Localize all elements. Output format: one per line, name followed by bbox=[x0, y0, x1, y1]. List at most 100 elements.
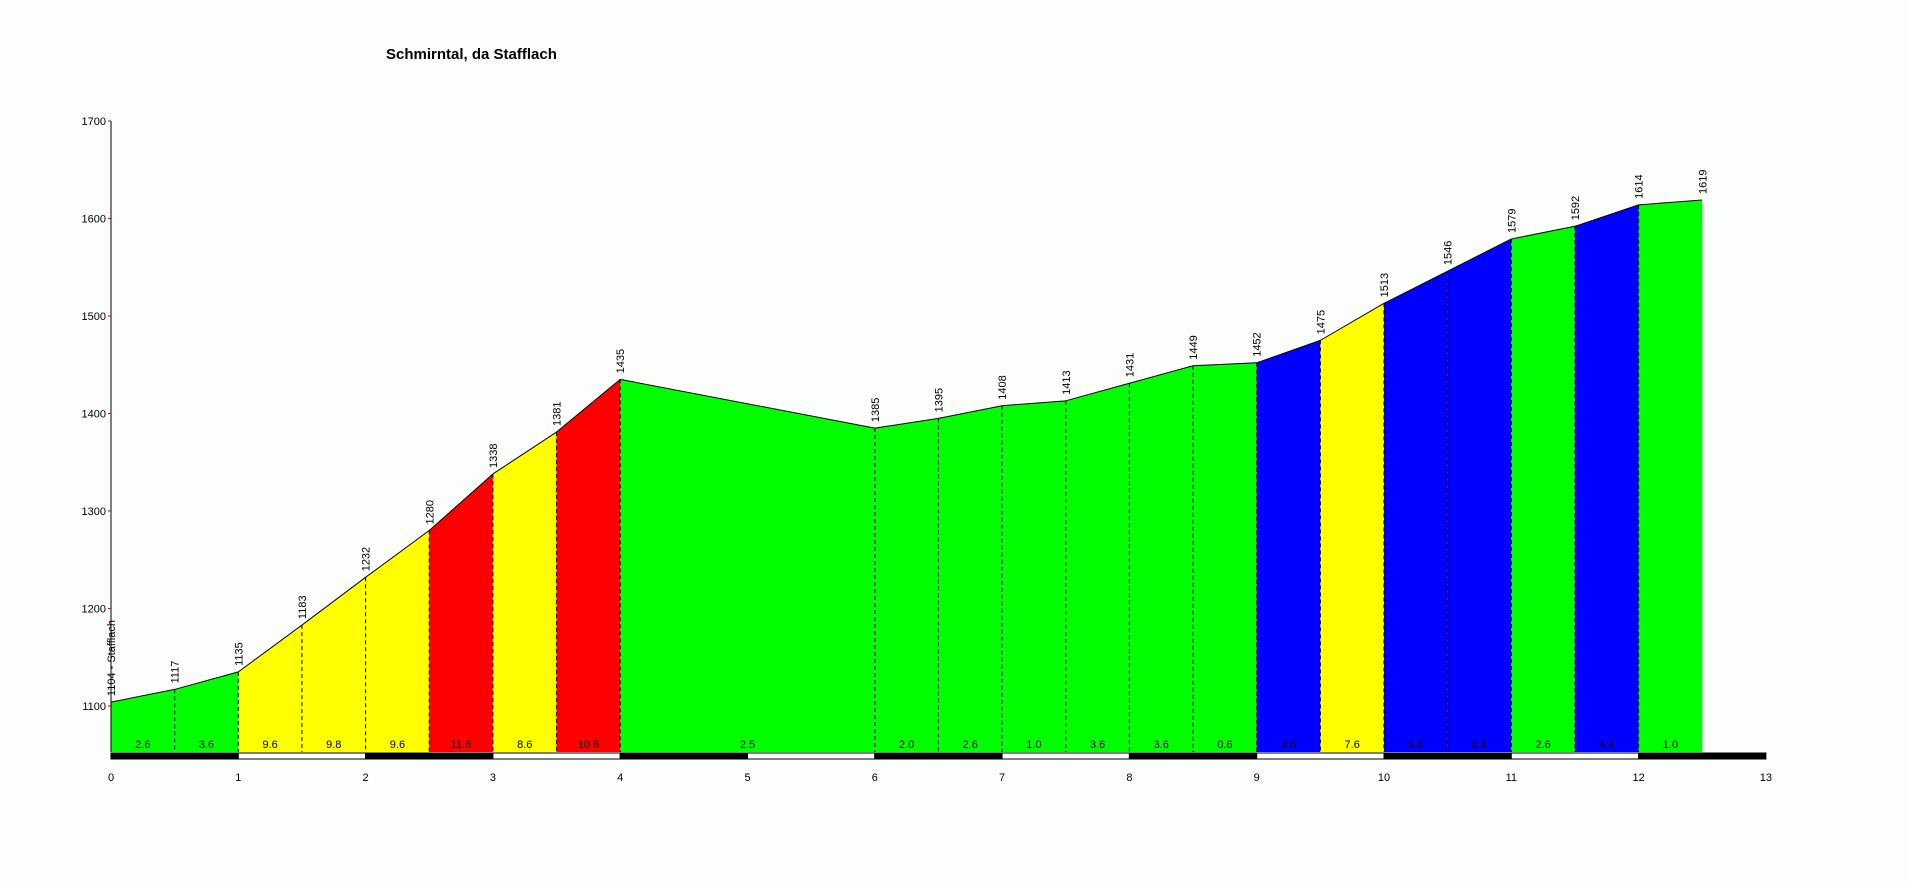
profile-line bbox=[556, 378, 621, 433]
point-altitude-label: 1449 bbox=[1188, 335, 1200, 359]
segment-gradient-label: 3.6 bbox=[1154, 739, 1169, 751]
segment-gradient-label: 4.4 bbox=[1599, 739, 1614, 751]
y-tick-label: 1700 bbox=[82, 116, 106, 128]
profile-line bbox=[365, 530, 430, 578]
point-altitude-label: 1579 bbox=[1506, 208, 1518, 232]
point-altitude-label: 1381 bbox=[552, 402, 564, 426]
km-scale-bar bbox=[237, 752, 367, 760]
segment-gradient-label: 1.0 bbox=[1026, 739, 1041, 751]
segment-gradient-label: 6.6 bbox=[1408, 739, 1423, 751]
profile-line bbox=[620, 378, 875, 429]
y-tick-label: 1300 bbox=[82, 506, 106, 518]
profile-segment bbox=[301, 577, 366, 752]
segment-gradient-label: 4.6 bbox=[1281, 739, 1296, 751]
point-altitude-label: 1232 bbox=[361, 547, 373, 571]
chart-title: Schmirntal, da Stafflach bbox=[386, 46, 557, 63]
km-scale-bar bbox=[492, 752, 621, 760]
segment-gradient-label: 7.6 bbox=[1345, 739, 1360, 751]
profile-segment bbox=[1065, 383, 1130, 752]
point-altitude-label: 1408 bbox=[997, 375, 1009, 399]
y-tick-label: 1200 bbox=[82, 604, 106, 616]
x-tick-label: 9 bbox=[1254, 772, 1260, 784]
profile-line bbox=[1193, 362, 1257, 367]
point-altitude-label: 1614 bbox=[1634, 174, 1646, 198]
km-scale-bar bbox=[1638, 752, 1767, 760]
point-altitude-label: 1431 bbox=[1124, 353, 1136, 377]
km-scale-bar bbox=[1510, 752, 1640, 760]
point-altitude-label: 1592 bbox=[1570, 196, 1582, 220]
segment-gradient-label: 9.6 bbox=[390, 739, 405, 751]
x-tick-label: 3 bbox=[490, 772, 496, 784]
point-altitude-label: 1546 bbox=[1443, 241, 1455, 265]
point-altitude-label: 1385 bbox=[870, 398, 882, 422]
segment-gradient-label: 10.8 bbox=[578, 739, 599, 751]
km-scale-bar bbox=[619, 752, 749, 760]
profile-segment bbox=[1511, 226, 1575, 753]
profile-segment bbox=[620, 379, 875, 752]
profile-segment bbox=[1256, 340, 1321, 752]
profile-line bbox=[492, 431, 557, 475]
y-tick-label: 1400 bbox=[82, 409, 106, 421]
profile-line bbox=[1002, 400, 1066, 407]
km-scale-bar bbox=[874, 752, 1003, 760]
point-altitude-label: 1395 bbox=[933, 388, 945, 412]
profile-line bbox=[1065, 382, 1130, 402]
point-altitude-label: 1619 bbox=[1697, 169, 1709, 193]
point-altitude-label: 1452 bbox=[1252, 332, 1264, 356]
segment-gradient-label: 2.6 bbox=[1535, 739, 1550, 751]
point-altitude-label: 1435 bbox=[615, 349, 627, 373]
x-tick-label: 5 bbox=[744, 772, 750, 784]
profile-segment bbox=[1129, 365, 1194, 752]
profile-line bbox=[1256, 339, 1321, 364]
segment-gradient-label: 0.6 bbox=[1217, 739, 1232, 751]
segment-gradient-label: 6.6 bbox=[1472, 739, 1487, 751]
segment-gradient-label: 9.8 bbox=[326, 739, 341, 751]
profile-segment bbox=[365, 530, 430, 752]
profile-line bbox=[174, 671, 239, 690]
profile-segment bbox=[1193, 362, 1257, 752]
x-tick-label: 2 bbox=[363, 772, 369, 784]
profile-segment bbox=[492, 432, 557, 752]
profile-segment bbox=[1320, 303, 1384, 752]
km-scale-bar bbox=[1256, 752, 1385, 760]
profile-segment bbox=[1447, 238, 1512, 753]
profile-line bbox=[1447, 238, 1512, 272]
point-altitude-label: 1135 bbox=[233, 642, 245, 666]
y-tick-label: 1100 bbox=[82, 701, 106, 713]
profile-segment bbox=[429, 473, 493, 752]
point-altitude-label: 1338 bbox=[488, 443, 500, 467]
profile-line bbox=[110, 688, 175, 703]
km-scale-bar bbox=[1383, 752, 1512, 760]
segment-gradient-label: 11.6 bbox=[451, 739, 472, 751]
km-scale-bar bbox=[1128, 752, 1258, 760]
x-tick-label: 1 bbox=[235, 772, 241, 784]
point-altitude-label: 1280 bbox=[424, 500, 436, 524]
point-altitude-label: 1104 - Stafflach bbox=[106, 620, 118, 696]
profile-line bbox=[301, 576, 366, 626]
point-altitude-label: 1413 bbox=[1061, 370, 1073, 394]
segment-gradient-label: 2.6 bbox=[963, 739, 978, 751]
profile-segment bbox=[556, 379, 621, 752]
x-tick-label: 6 bbox=[872, 772, 878, 784]
x-tick-label: 12 bbox=[1632, 772, 1644, 784]
profile-line bbox=[1511, 225, 1576, 240]
x-tick-label: 10 bbox=[1378, 772, 1390, 784]
profile-line bbox=[428, 473, 494, 531]
x-tick-label: 0 bbox=[108, 772, 114, 784]
x-tick-label: 4 bbox=[617, 772, 623, 784]
profile-segment bbox=[1574, 204, 1639, 753]
x-tick-label: 11 bbox=[1506, 772, 1517, 784]
segment-gradient-label: 2.5 bbox=[740, 739, 755, 751]
profile-line bbox=[1638, 199, 1703, 206]
profile-line bbox=[1129, 365, 1194, 384]
profile-segment bbox=[938, 405, 1003, 752]
profile-segment bbox=[111, 689, 175, 752]
profile-segment bbox=[1002, 400, 1066, 752]
y-tick-label: 1600 bbox=[82, 214, 106, 226]
segment-gradient-label: 3.6 bbox=[1090, 739, 1105, 751]
profile-segment bbox=[1638, 199, 1703, 753]
point-altitude-label: 1183 bbox=[297, 595, 309, 619]
profile-line bbox=[1320, 302, 1385, 341]
profile-segment bbox=[174, 671, 239, 752]
segment-gradient-label: 2.0 bbox=[899, 739, 914, 751]
